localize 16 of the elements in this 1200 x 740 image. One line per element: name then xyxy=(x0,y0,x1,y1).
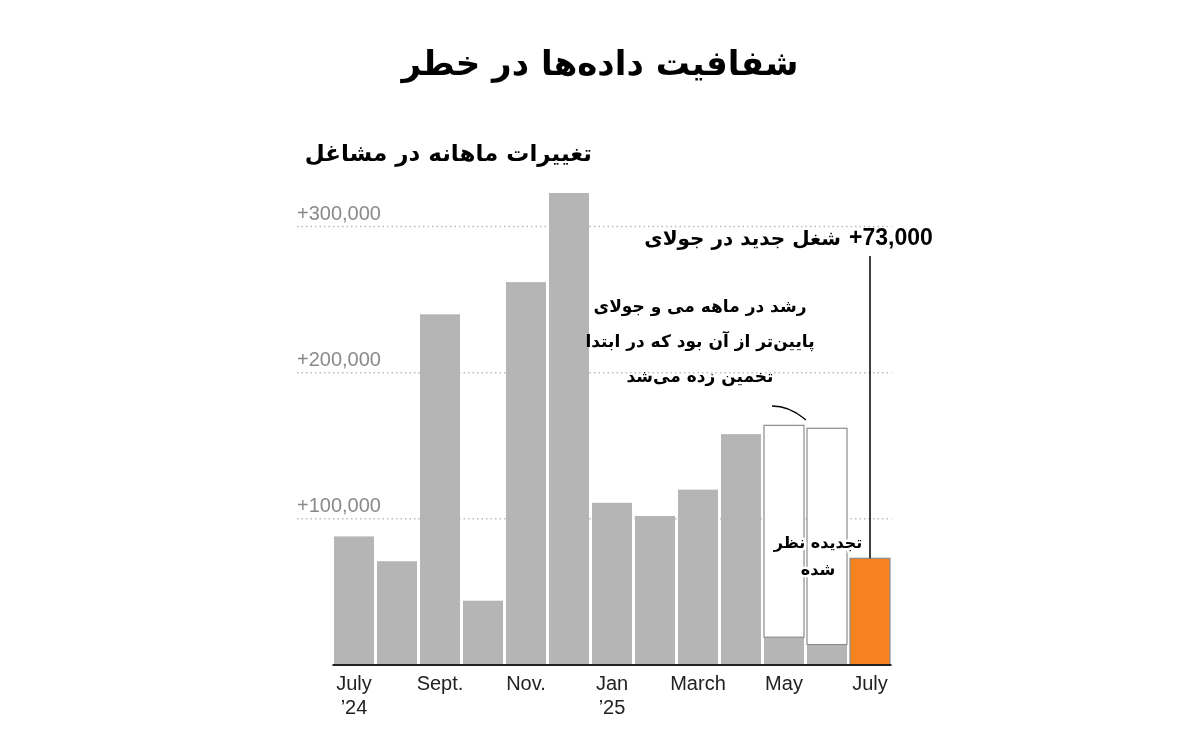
annotation: شغل جدید در جولای xyxy=(644,226,841,250)
x-tick-label: July ’24 xyxy=(336,672,372,718)
x-tick-label: Jan ’25 xyxy=(595,672,629,718)
chart-subtitle: تغییرات ماهانه در مشاغل xyxy=(304,140,592,167)
annotation: تجدیده نظر شده xyxy=(772,533,863,579)
y-tick-label: +300,000 xyxy=(297,201,381,224)
x-tick-label: Sept. xyxy=(416,672,464,694)
x-tick-label: May xyxy=(765,672,803,694)
x-tick-label: Nov. xyxy=(506,672,546,694)
x-tick-label: July xyxy=(852,672,888,694)
data-label: +73,000 xyxy=(849,224,933,250)
x-tick-label: March xyxy=(670,672,726,694)
y-tick-label: +100,000 xyxy=(297,493,381,516)
y-tick-label: +200,000 xyxy=(297,347,381,370)
chart-title: شفافیت داده‌ها در خطر xyxy=(399,43,799,84)
annotation: رشد در ماهه می و جولای پایین‌تر از آن بود که در ابتدا تخمین زده می‌شد xyxy=(585,296,815,387)
